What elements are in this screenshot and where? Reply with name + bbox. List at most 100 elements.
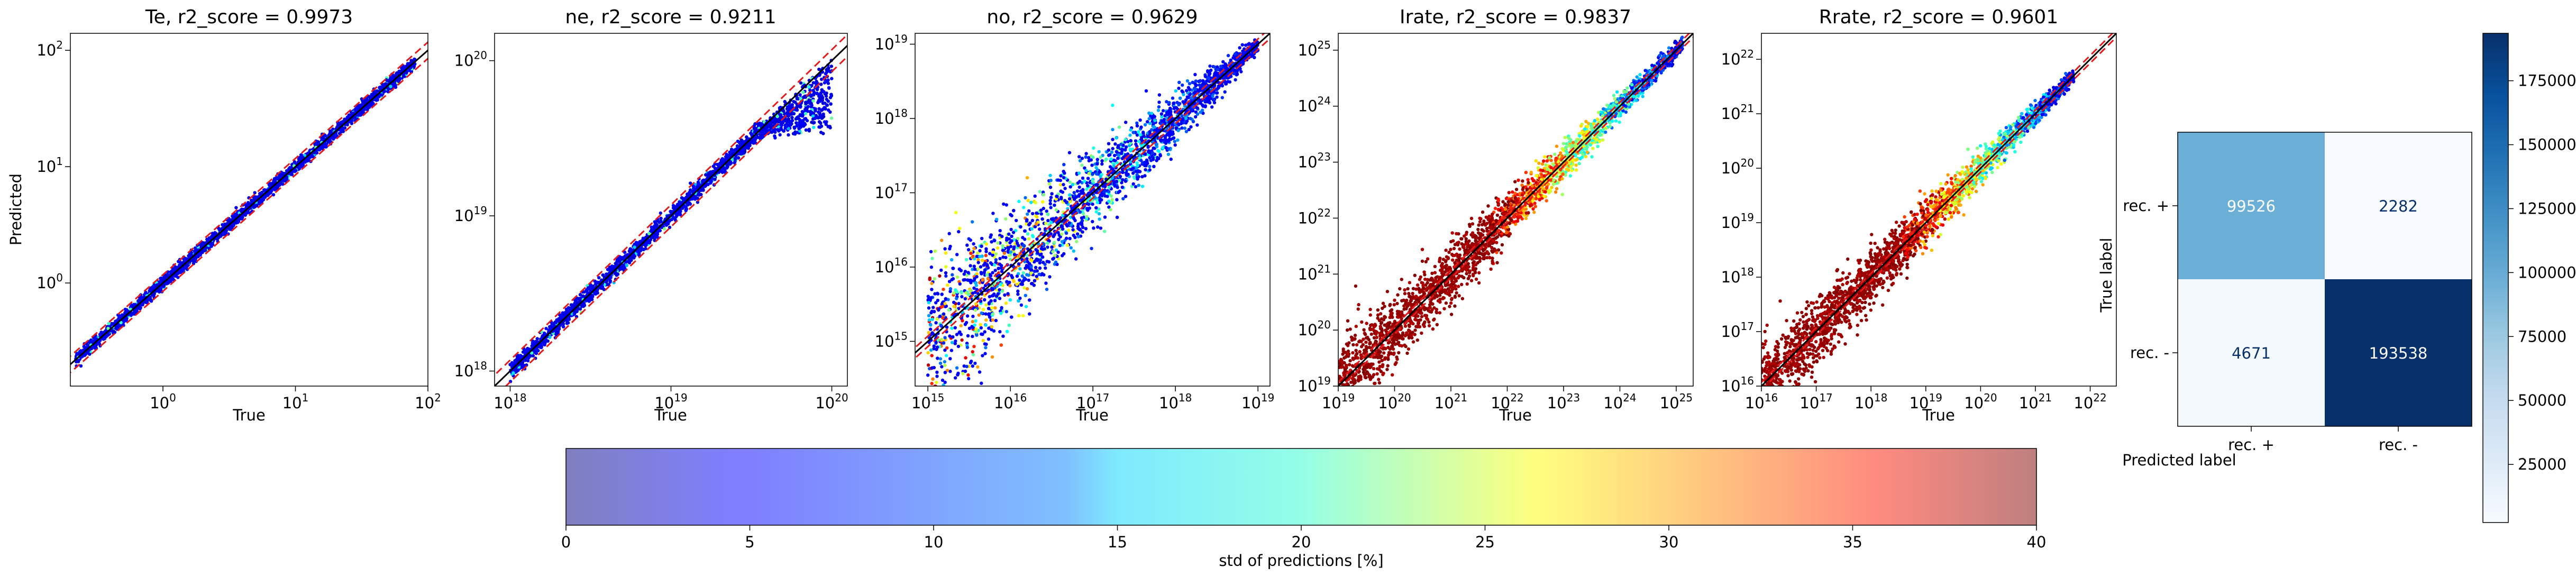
data-point <box>811 114 815 118</box>
data-point <box>151 285 155 289</box>
data-point <box>830 116 834 120</box>
tick-label: 100 <box>150 391 176 412</box>
data-point <box>650 225 653 229</box>
data-point <box>817 67 821 71</box>
data-point <box>221 223 224 227</box>
data-point <box>137 305 141 309</box>
data-point <box>311 155 315 159</box>
panel-title: ne, r2_score = 0.9211 <box>565 6 776 28</box>
data-point <box>804 102 808 106</box>
data-point <box>107 322 111 325</box>
data-point <box>278 183 281 187</box>
data-point <box>825 91 828 95</box>
data-point <box>404 70 408 74</box>
data-point <box>827 108 830 112</box>
data-point <box>535 337 539 341</box>
data-point <box>752 124 756 128</box>
upper-bound-line <box>70 41 428 358</box>
data-point <box>268 190 272 194</box>
data-point <box>377 95 380 99</box>
data-point <box>608 279 613 282</box>
data-point <box>343 126 347 130</box>
data-point <box>271 193 276 197</box>
x-axis-label: True <box>654 406 687 424</box>
data-point <box>92 339 95 343</box>
data-point <box>826 99 830 103</box>
data-point <box>284 179 287 183</box>
data-point <box>663 227 666 231</box>
data-point <box>159 277 162 280</box>
data-point <box>826 125 830 129</box>
data-point <box>711 164 715 168</box>
data-point <box>561 311 565 315</box>
data-point <box>544 327 548 331</box>
data-point <box>790 118 794 123</box>
data-point <box>593 282 598 286</box>
data-point <box>307 158 310 161</box>
data-point <box>696 196 700 200</box>
tick-label: 102 <box>36 39 63 59</box>
data-point <box>578 292 582 297</box>
data-point <box>805 106 809 111</box>
data-point <box>398 70 401 74</box>
data-point <box>299 163 303 167</box>
data-point <box>323 145 327 149</box>
data-point <box>189 251 193 255</box>
data-point <box>829 65 834 68</box>
data-point <box>815 88 819 91</box>
data-point <box>647 232 651 235</box>
y-axis-label: Predicted <box>7 173 25 245</box>
data-point <box>828 96 833 99</box>
data-point <box>389 85 392 88</box>
data-point <box>765 124 769 128</box>
data-point <box>821 102 825 105</box>
data-point <box>782 112 786 116</box>
scatter-points <box>508 59 834 383</box>
data-point <box>812 125 816 130</box>
data-point <box>180 269 184 272</box>
data-point <box>824 72 828 76</box>
data-point <box>565 322 569 325</box>
data-point <box>542 331 546 335</box>
data-point <box>659 211 663 215</box>
data-point <box>819 77 824 81</box>
data-point <box>87 352 92 356</box>
data-point <box>785 124 789 128</box>
data-point <box>299 153 303 157</box>
data-point <box>722 167 726 171</box>
data-point <box>582 290 586 294</box>
data-point <box>366 108 369 112</box>
data-point <box>790 103 794 107</box>
data-point <box>340 127 344 131</box>
data-point <box>322 135 325 139</box>
data-point <box>680 196 684 200</box>
data-point <box>783 99 787 104</box>
data-point <box>691 184 696 188</box>
data-point <box>534 351 538 355</box>
data-point <box>689 181 692 185</box>
data-point <box>343 117 346 121</box>
data-point <box>790 112 793 116</box>
data-point <box>114 319 117 323</box>
data-point <box>200 251 204 254</box>
lower-bound-line <box>70 57 428 374</box>
data-point <box>817 107 821 111</box>
data-point <box>574 315 579 318</box>
data-point <box>811 121 816 125</box>
data-point <box>234 206 238 209</box>
data-point <box>623 267 627 270</box>
data-point <box>821 112 825 116</box>
data-point <box>673 205 677 208</box>
data-point <box>367 105 370 108</box>
data-point <box>207 236 211 240</box>
data-point <box>540 345 543 350</box>
data-point <box>779 127 783 131</box>
data-point <box>78 350 82 354</box>
data-point <box>773 118 777 122</box>
data-point <box>804 128 808 132</box>
data-point <box>673 217 677 221</box>
data-point <box>799 81 803 85</box>
data-point <box>627 261 632 264</box>
data-point <box>817 125 821 129</box>
